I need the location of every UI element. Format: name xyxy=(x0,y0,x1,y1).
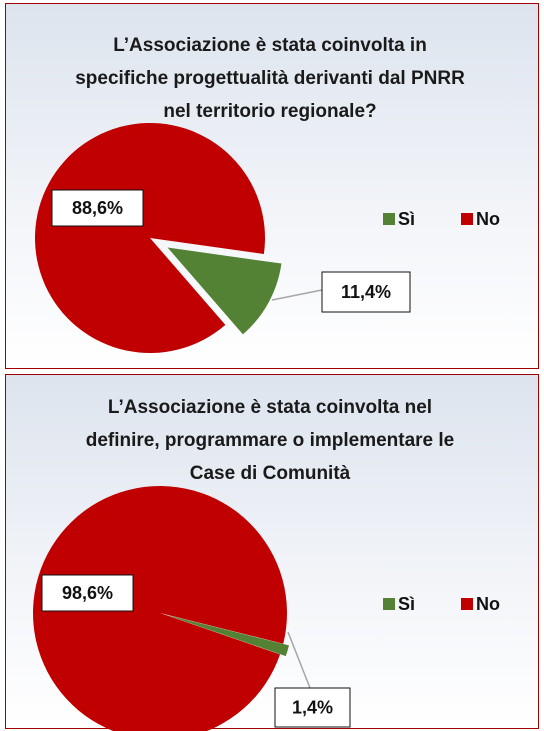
legend-swatch xyxy=(383,598,395,610)
pie-slice xyxy=(33,486,287,731)
leader-line xyxy=(287,631,311,689)
pie-slice xyxy=(34,122,266,353)
legend-label: Sì xyxy=(398,209,415,229)
legend-label: No xyxy=(476,594,500,614)
data-label-box xyxy=(51,189,144,227)
chart-title: L’Associazione è stata coinvolta nel def… xyxy=(85,397,455,484)
legend-swatch xyxy=(383,213,395,225)
data-label: 11,4% xyxy=(341,282,391,302)
legend-label: No xyxy=(476,209,500,229)
data-label-box xyxy=(321,271,411,313)
pie-slice xyxy=(165,614,289,657)
legend-swatch xyxy=(461,213,473,225)
pie-slice xyxy=(167,247,282,335)
legend-swatch xyxy=(461,598,473,610)
data-label-box xyxy=(274,687,351,728)
data-label: 88,6% xyxy=(72,198,123,218)
data-label: 1,4% xyxy=(292,697,333,717)
data-label: 98,6% xyxy=(62,583,113,603)
data-label-box xyxy=(41,574,134,612)
leader-line xyxy=(271,289,323,301)
chart-title: L’Associazione è stata coinvolta in spec… xyxy=(75,35,465,122)
legend-label: Sì xyxy=(398,594,415,614)
